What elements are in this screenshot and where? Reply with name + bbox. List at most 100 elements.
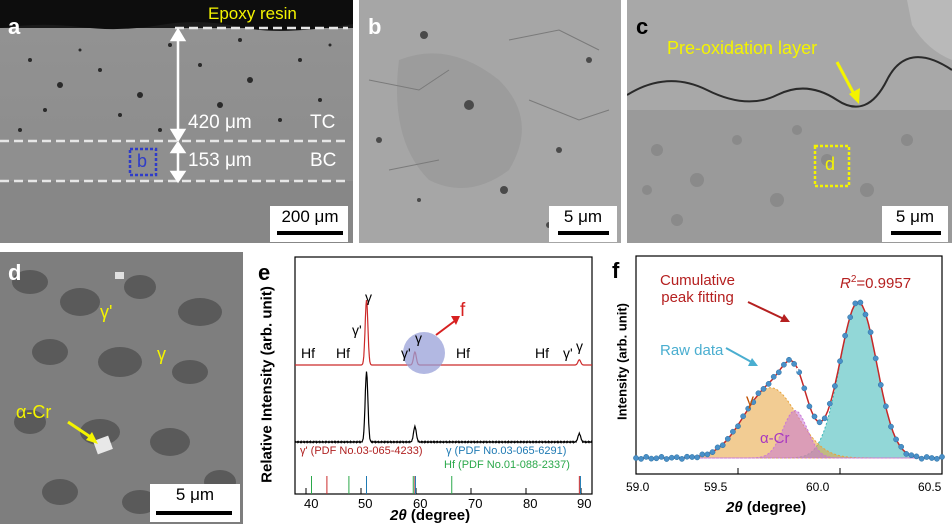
xrd-xlabel-unit: (degree) [410,507,471,524]
raw-data-point [694,454,701,461]
peak-label-gamma-prime-51: γ' [352,322,362,338]
r-squared-symbol: R [840,275,851,292]
xrd-axes-box [294,256,593,495]
scale-bg-a [270,206,348,242]
raw-data-point [663,456,670,462]
highlight-circle [403,332,445,374]
raw-data-point [826,400,833,407]
raw-data-point [745,405,752,412]
raw-data-point [852,300,859,307]
scale-label-d: 5 μm [175,485,215,504]
alpha-cr-label-d: α-Cr [16,402,52,422]
raw-data-point [760,386,767,392]
raw-data-point [781,361,787,368]
peak-label-gamma-prime-90: γ' [563,345,573,361]
raw-data-point [796,369,803,376]
panel-b: b 5 μm [359,0,621,243]
alpha-cr-particle [93,435,113,455]
peak-label-gamma-60: γ [415,330,422,346]
raw-data-point [832,383,838,389]
fit-xlabel: 2θ (degree) [726,499,806,516]
raw-data-point [679,456,685,462]
pre-oxidation-label: Pre-oxidation layer [667,38,818,58]
panel-b-image [359,0,621,243]
raw-data-point [918,455,925,462]
gamma-label-f: γ [746,392,754,409]
callout-label-f: f [460,300,466,321]
fit-xtick-60.5: 60.5 [918,480,942,494]
xrd-xtick-60: 60 [413,496,428,511]
scale-label-a: 200 μm [281,207,339,226]
pdf-gamma-prime: γ' (PDF No.03-065-4233) [300,445,423,457]
xrd-xlabel: 2θ (degree) [390,507,470,524]
raw-data-point [668,454,675,461]
raw-data-point [714,444,721,451]
raw-data-point [903,451,910,457]
raw-data-point [653,455,660,462]
raw-data-point [934,455,940,462]
raw-data-point [638,456,644,462]
scale-bar-c [891,231,941,235]
raw-data-point [811,413,818,420]
panel-label-f: f [612,258,620,283]
raw-data-point [821,415,828,422]
fit-xlabel-symbol: 2θ [726,499,743,516]
raw-data-point [704,451,711,458]
callout-arrow [435,319,457,336]
alpha-cr-arrow [67,420,93,440]
raw-data-point [898,443,905,450]
xrd-xtick-90: 90 [577,496,592,511]
xrd-ylabel: Relative Intensity (arb. unit) [258,286,276,483]
peak-label-hf-1: Hf [301,345,315,361]
panel-c: c Pre-oxidation layer d 5 μm [627,0,952,243]
raw-data-label: Raw data [660,342,724,359]
tc-thickness-label: 420 μm [188,112,252,133]
raw-data-point [883,403,889,410]
tc-pores [18,38,332,132]
bc-thickness-arrow [169,140,187,184]
peak-label-hf-2: Hf [336,345,350,361]
raw-data-point [888,423,894,430]
raw-data-point [791,361,797,367]
panel-c-image [627,0,952,243]
r-squared-value: =0.9957 [856,275,912,292]
panel-label-a: a [8,14,21,39]
alpha-cr-label-f: α-Cr [760,430,790,447]
raw-data-point [928,455,935,461]
fit-ylabel: Intensity (arb. unit) [614,303,630,420]
tc-thickness-arrow [169,27,187,143]
raw-data-point [643,454,650,460]
raw-data-point [816,419,823,426]
peak-label-hf-4: Hf [535,345,549,361]
region-b-label: b [137,151,148,171]
raw-data-point [847,314,854,321]
raw-data-point [801,385,808,392]
raw-data-point [837,358,843,365]
fit-xtick-60.0: 60.0 [806,480,830,494]
raw-data-point [775,369,782,376]
fit-xlabel-unit: (degree) [746,499,807,516]
scale-bar-a [277,231,343,235]
bc-thickness-label: 153 μm [188,150,252,171]
panel-e: e Relative Intensity (arb. unit) Hf Hf γ… [250,252,602,524]
scale-label-b: 5 μm [563,207,603,226]
raw-data-point [908,452,915,459]
cumulative-label-line1: Cumulative [660,272,736,289]
raw-data-point [867,329,874,336]
panel-f: f Intensity (arb. unit) R2=0.9957 Cumula… [608,252,952,524]
raw-data-point [699,451,706,458]
gamma-prime-label-f: γ' [788,366,800,383]
raw-data-point [735,423,741,430]
scale-bar-d [156,511,232,515]
gamma-prime-label-d: γ' [100,302,113,322]
raw-data-point [755,390,762,397]
scale-bg-c [882,206,948,242]
panel-d: d γ' γ α-Cr 5 μm [0,252,243,524]
cumulative-label: Cumulative peak fitting [660,272,735,306]
peak-label-gamma-51: γ [365,289,372,305]
cumulative-arrow [747,301,787,321]
raw-data-point [633,455,639,461]
panel-label-e: e [258,260,271,285]
panel-label-c: c [636,14,649,39]
raw-data-point [877,382,884,388]
